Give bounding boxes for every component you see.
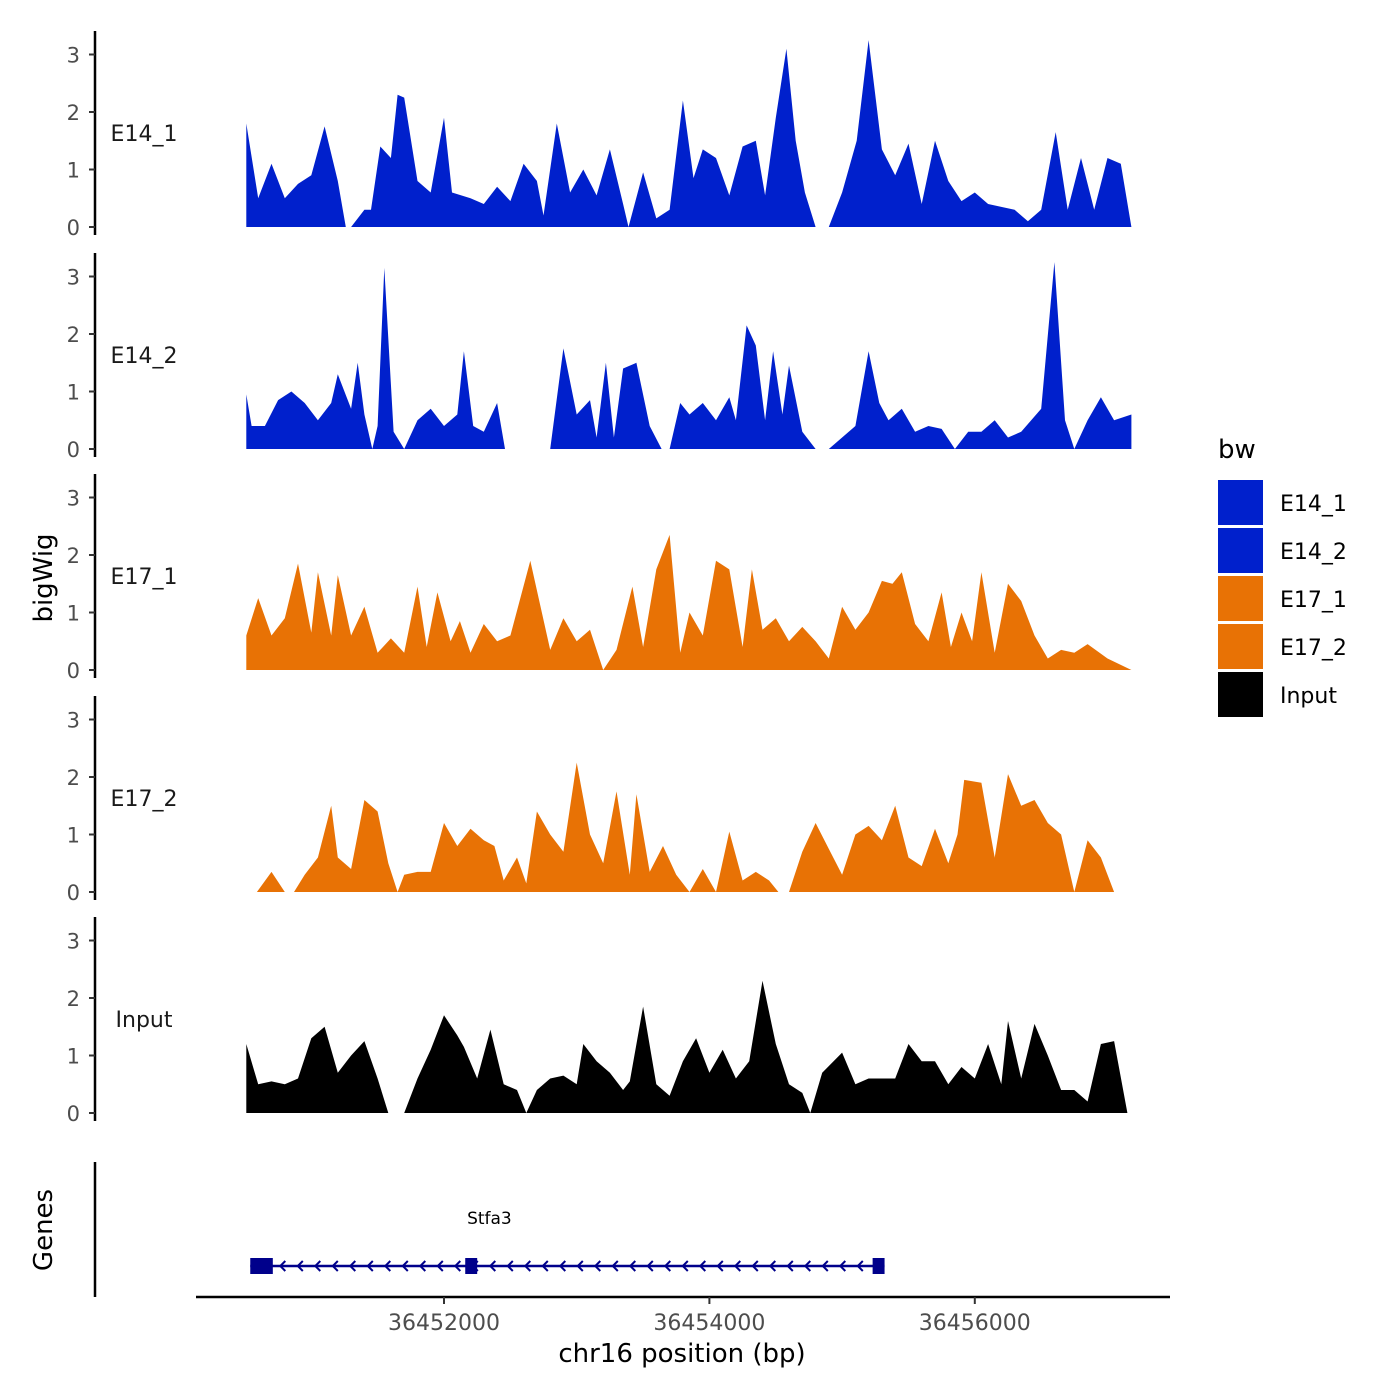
legend-swatch-E14_2 <box>1218 528 1263 573</box>
track-label: E14_1 <box>111 122 178 147</box>
gene-label: Stfa3 <box>467 1209 512 1229</box>
y-tick-label: 3 <box>67 266 80 290</box>
coverage-area-E17_2 <box>256 762 1132 892</box>
strand-arrow <box>628 1260 637 1272</box>
track-label: E14_2 <box>111 344 178 369</box>
track-label: E17_1 <box>111 565 178 590</box>
gene-exon <box>250 1258 273 1274</box>
legend-label-E14_1: E14_1 <box>1280 492 1347 517</box>
y-tick-label: 3 <box>67 709 80 733</box>
x-tick-label: 36456000 <box>919 1311 1031 1336</box>
y-tick-label: 1 <box>67 381 80 405</box>
y-tick-label: 2 <box>67 544 80 568</box>
gene-panel: Stfa3 <box>93 1162 885 1297</box>
legend-label-E14_2: E14_2 <box>1280 540 1347 565</box>
strand-arrow <box>488 1260 497 1272</box>
bigwig-tracks: 0 1 2 3 E14_1 0 1 2 3 E14_2 0 1 2 3 E17_1 0 1 2 3 E17_2 0 1 2 3… <box>67 31 1132 1126</box>
y-tick-label: 3 <box>67 487 80 511</box>
genes-panel-title: Genes <box>29 1189 59 1271</box>
track-E14_2: 0 1 2 3 E14_2 <box>67 253 1132 462</box>
track-E17_1: 0 1 2 3 E17_1 <box>67 474 1132 683</box>
strand-arrow <box>856 1260 864 1272</box>
legend-label-E17_1: E17_1 <box>1280 588 1347 613</box>
strand-arrow <box>331 1260 339 1272</box>
strand-arrow <box>838 1260 847 1272</box>
y-tick-label: 1 <box>67 824 80 848</box>
y-tick-label: 0 <box>67 438 80 462</box>
strand-arrow <box>646 1260 654 1272</box>
strand-arrow <box>768 1260 777 1272</box>
gene-exon <box>465 1258 478 1274</box>
track-E14_1: 0 1 2 3 E14_1 <box>67 31 1132 240</box>
strand-arrow <box>366 1260 374 1272</box>
strand-arrow <box>558 1260 567 1272</box>
strand-arrow <box>348 1260 357 1272</box>
coverage-area-E14_2 <box>246 262 1132 449</box>
strand-arrow <box>418 1260 427 1272</box>
strand-arrow <box>716 1260 724 1272</box>
track-label: Input <box>116 1008 173 1033</box>
strand-arrow <box>663 1260 672 1272</box>
strand-arrow <box>506 1260 514 1272</box>
y-tick-label: 0 <box>67 216 80 240</box>
legend-swatch-E17_1 <box>1218 576 1263 621</box>
x-axis: 36452000 36454000 36456000 <box>196 1295 1170 1336</box>
coverage-area-E17_1 <box>246 534 1132 670</box>
strand-arrow <box>401 1260 409 1272</box>
y-tick-label: 2 <box>67 766 80 790</box>
gene-exon <box>872 1258 885 1274</box>
track-Input: 0 1 2 3 Input <box>67 917 1128 1126</box>
strand-arrow <box>821 1260 829 1272</box>
coverage-area-E14_1 <box>246 40 1132 227</box>
y-tick-label: 0 <box>67 1102 80 1126</box>
x-tick-label: 36452000 <box>388 1311 500 1336</box>
y-tick-label: 0 <box>67 659 80 683</box>
track-E17_2: 0 1 2 3 E17_2 <box>67 696 1132 905</box>
y-tick-label: 1 <box>67 602 80 626</box>
strand-arrow <box>278 1260 287 1272</box>
strand-arrow <box>698 1260 707 1272</box>
strand-arrow <box>681 1260 689 1272</box>
strand-arrow <box>733 1260 742 1272</box>
strand-arrow <box>296 1260 304 1272</box>
y-tick-label: 0 <box>67 881 80 905</box>
strand-arrow <box>313 1260 322 1272</box>
x-tick-label: 36454000 <box>653 1311 765 1336</box>
strand-arrow <box>593 1260 602 1272</box>
strand-arrow <box>611 1260 619 1272</box>
strand-arrow <box>383 1260 392 1272</box>
legend: bw E14_1 E14_2 E17_1 E17_2 Input <box>1218 435 1347 717</box>
strand-arrow <box>786 1260 794 1272</box>
y-tick-label: 2 <box>67 987 80 1011</box>
strand-arrow <box>541 1260 549 1272</box>
y-axis-title: bigWig <box>29 533 59 622</box>
legend-swatch-Input <box>1218 672 1263 717</box>
strand-arrow <box>751 1260 759 1272</box>
legend-label-Input: Input <box>1280 684 1337 709</box>
legend-title: bw <box>1218 435 1256 465</box>
y-tick-label: 2 <box>67 101 80 125</box>
x-axis-title: chr16 position (bp) <box>558 1339 805 1369</box>
legend-swatch-E17_2 <box>1218 624 1263 669</box>
y-tick-label: 1 <box>67 1045 80 1069</box>
y-tick-label: 3 <box>67 44 80 68</box>
coverage-area-Input <box>246 980 1128 1113</box>
y-tick-label: 2 <box>67 323 80 347</box>
legend-swatch-E14_1 <box>1218 480 1263 525</box>
legend-label-E17_2: E17_2 <box>1280 636 1347 661</box>
strand-arrow <box>453 1260 462 1272</box>
strand-arrow <box>523 1260 532 1272</box>
y-tick-label: 1 <box>67 159 80 183</box>
strand-arrow <box>803 1260 812 1272</box>
strand-arrow <box>576 1260 584 1272</box>
track-label: E17_2 <box>111 787 178 812</box>
strand-arrow <box>436 1260 444 1272</box>
y-tick-label: 3 <box>67 930 80 954</box>
